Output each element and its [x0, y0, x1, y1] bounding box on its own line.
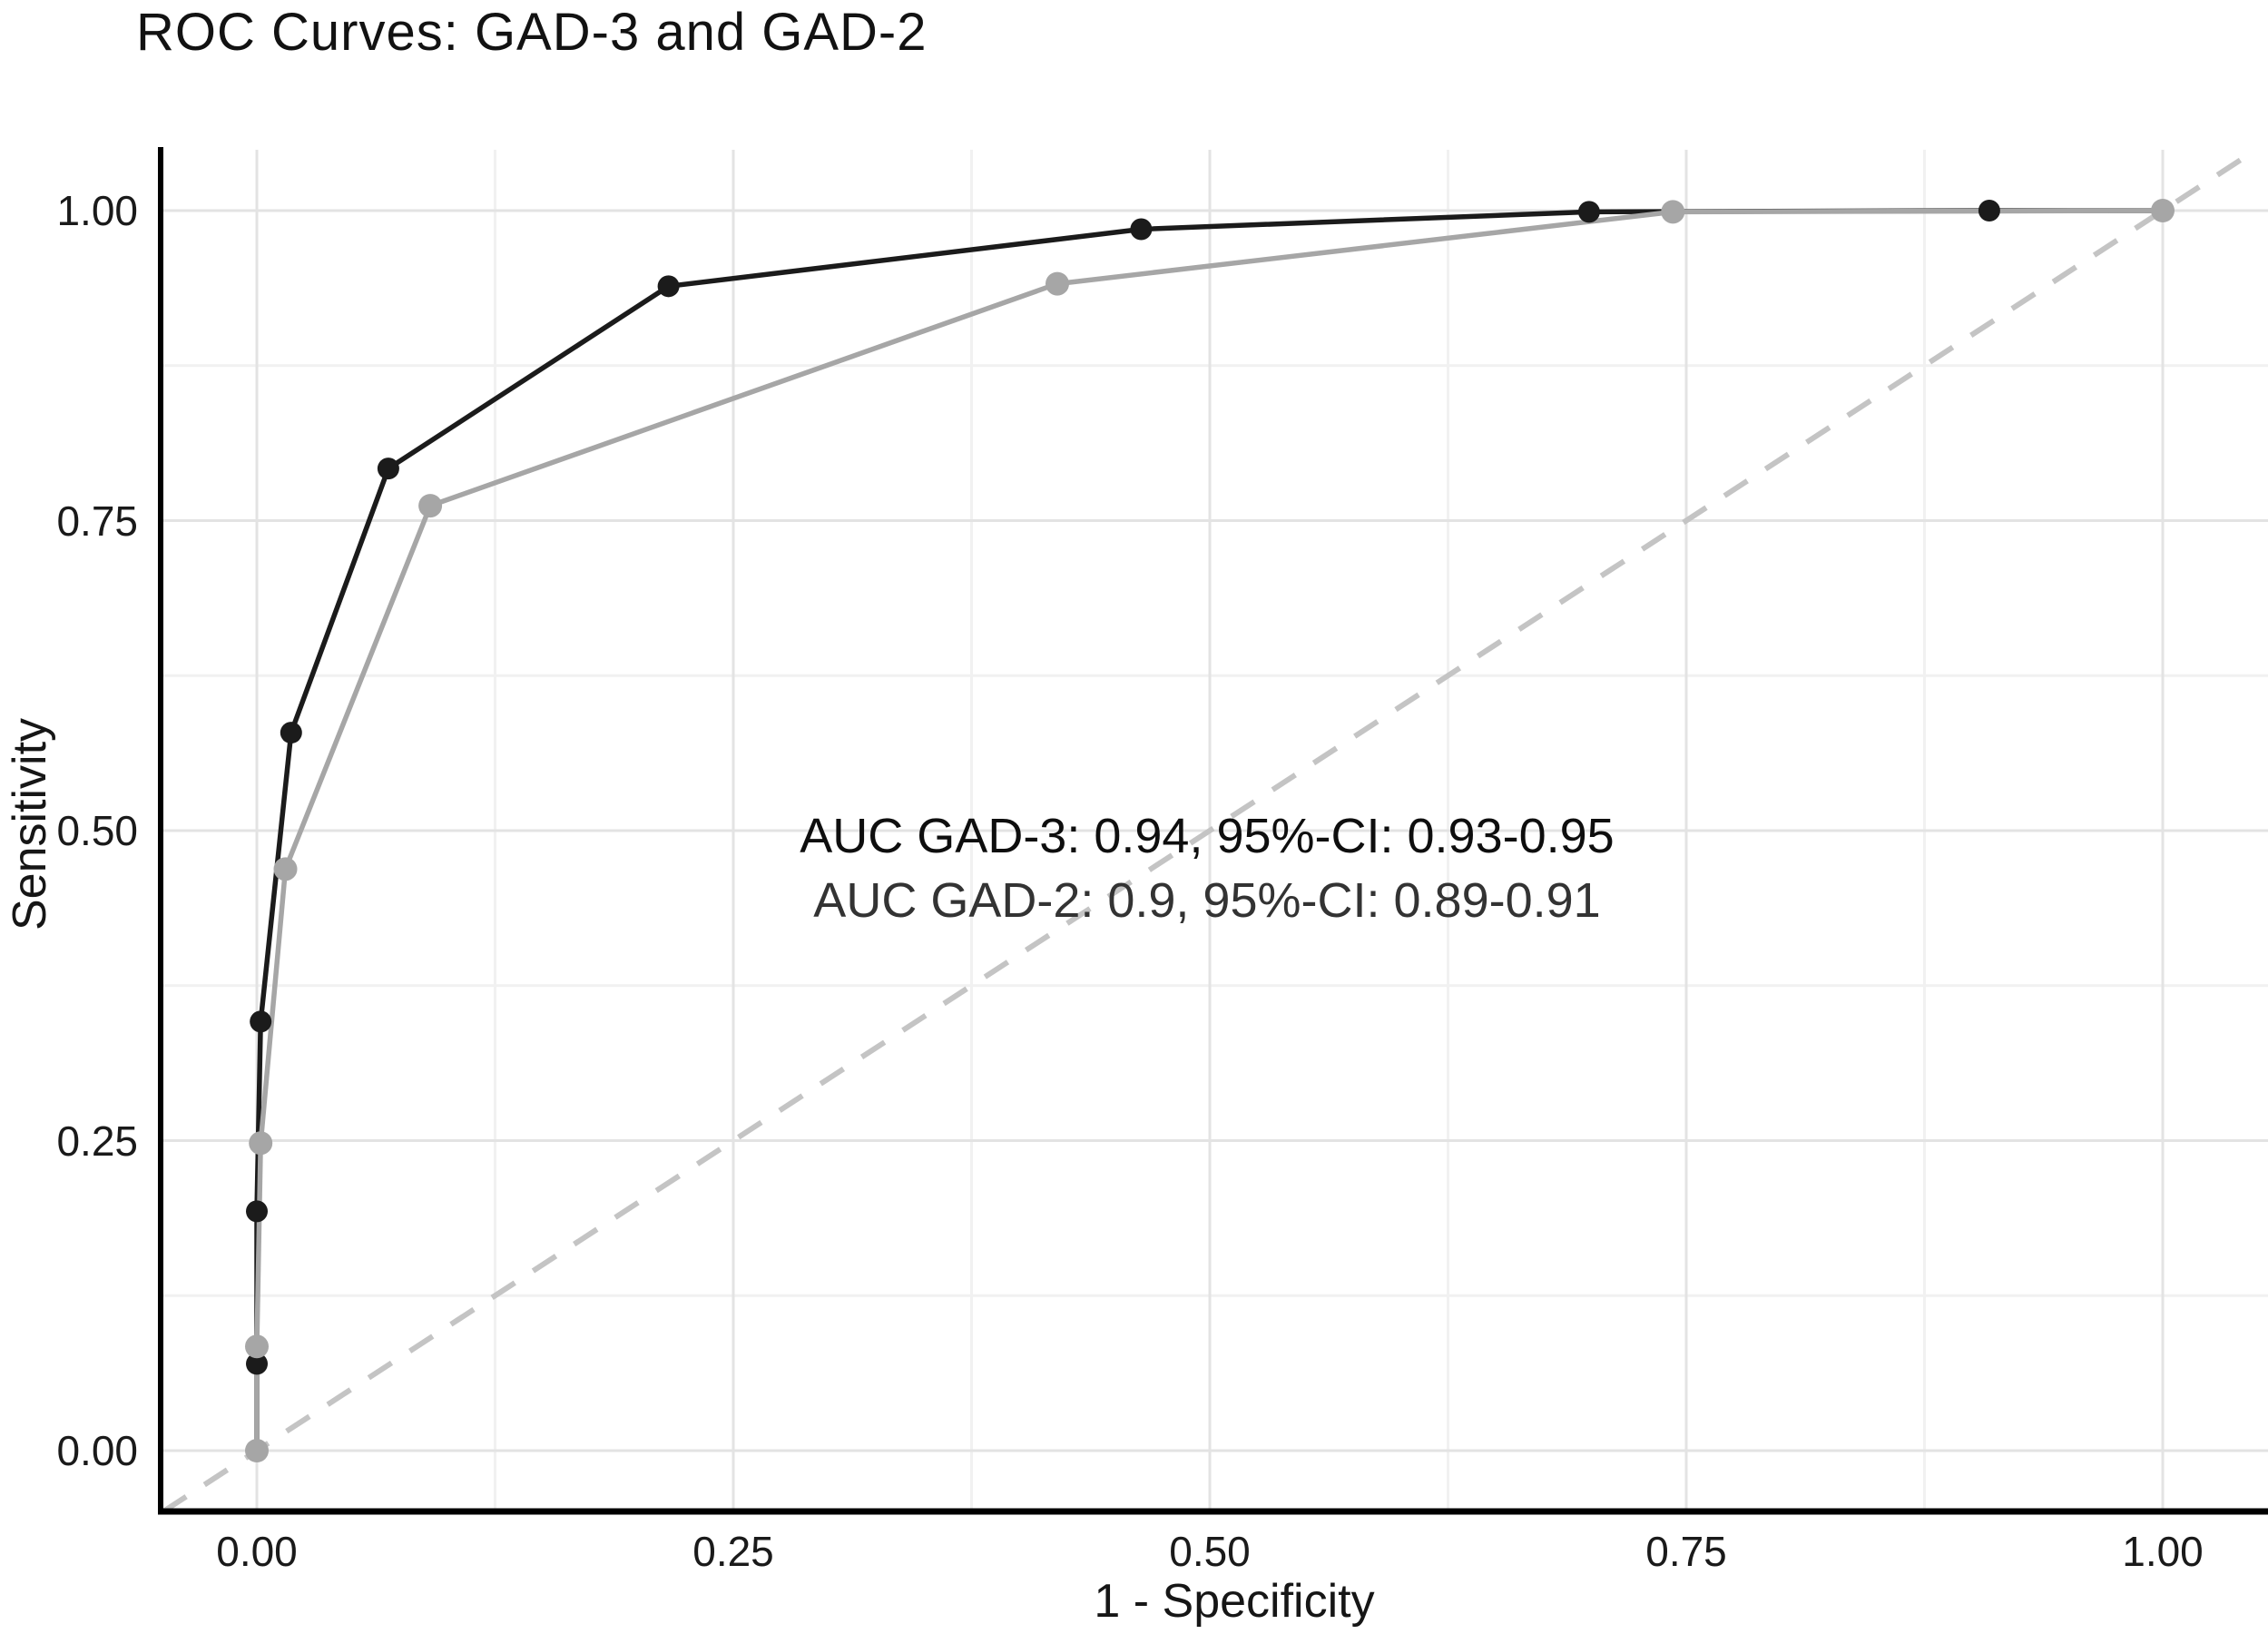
data-point-gad-2 [245, 1334, 269, 1359]
data-point-gad-3 [246, 1353, 268, 1375]
auc-gad3-text: AUC GAD-3: 0.94, 95%-CI: 0.93-0.95 [800, 809, 1615, 863]
x-tick-label: 0.25 [692, 1528, 774, 1575]
x-tick-label: 0.75 [1645, 1528, 1727, 1575]
data-point-gad-3 [377, 458, 399, 480]
y-tick-label: 0.50 [56, 807, 138, 854]
data-point-gad-3 [1978, 200, 2000, 221]
data-point-gad-2 [1046, 271, 1069, 296]
data-point-gad-3 [280, 722, 302, 744]
x-tick-label: 1.00 [2122, 1528, 2204, 1575]
x-tick-label: 0.50 [1169, 1528, 1251, 1575]
data-point-gad-3 [1577, 201, 1600, 223]
data-point-gad-2 [273, 857, 298, 881]
y-tick-label: 0.00 [56, 1427, 138, 1474]
data-point-gad-2 [418, 494, 443, 518]
data-point-gad-2 [1661, 200, 1685, 224]
data-point-gad-3 [1130, 218, 1153, 241]
y-tick-label: 1.00 [56, 187, 138, 234]
diagonal-reference-line [162, 147, 2258, 1514]
x-tick-label: 0.00 [216, 1528, 298, 1575]
data-point-gad-2 [245, 1439, 269, 1462]
data-point-gad-3 [657, 275, 680, 298]
auc-gad2-text: AUC GAD-2: 0.9, 95%-CI: 0.89-0.91 [813, 873, 1601, 928]
data-point-gad-3 [250, 1010, 272, 1033]
roc-curve-gad-2 [254, 208, 2165, 1453]
chart-title: ROC Curves: GAD-3 and GAD-2 [136, 3, 928, 62]
data-point-gad-2 [2151, 199, 2175, 222]
data-point-gad-2 [249, 1131, 273, 1156]
y-tick-label: 0.75 [56, 497, 138, 545]
auc-annotation: AUC GAD-3: 0.94, 95%-CI: 0.93-0.95 AUC G… [800, 804, 1614, 933]
y-tick-label: 0.25 [56, 1117, 138, 1165]
data-point-gad-3 [246, 1200, 268, 1223]
x-axis-title: 1 - Specificity [1094, 1575, 1375, 1628]
